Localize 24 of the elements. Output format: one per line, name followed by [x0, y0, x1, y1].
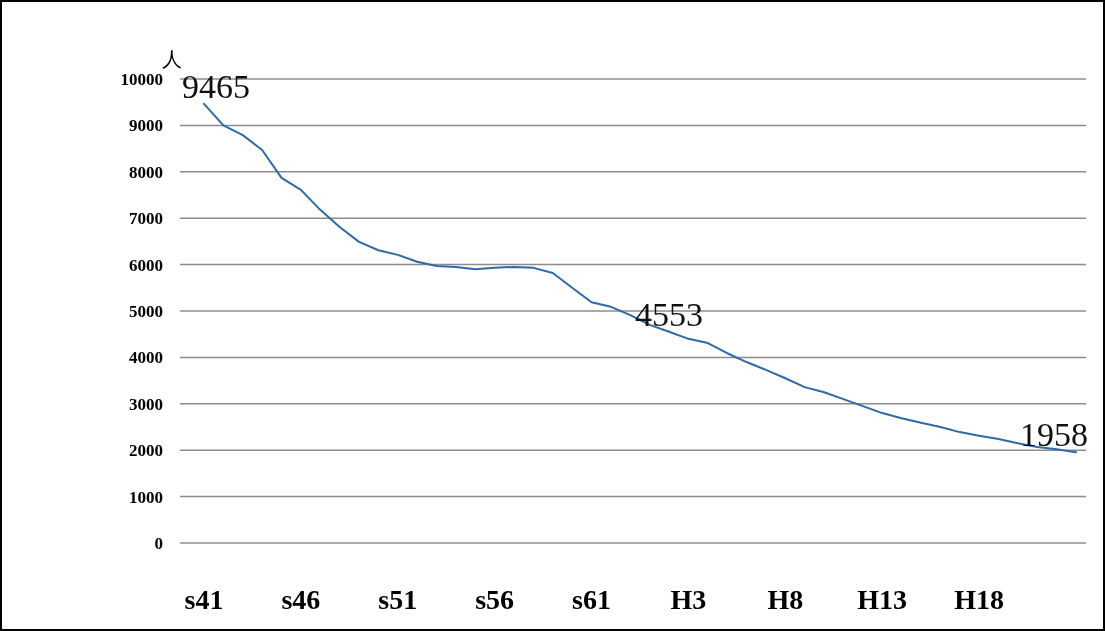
y-tick-label: 9000: [129, 116, 163, 136]
x-tick-label: H13: [857, 584, 908, 615]
data-label: 1958: [1020, 416, 1088, 454]
x-tick-label: s61: [572, 584, 612, 615]
y-tick-label: 1000: [129, 487, 163, 507]
y-tick-label: 8000: [129, 162, 163, 182]
x-tick-label: H3: [670, 584, 707, 615]
x-tick-label: s46: [281, 584, 321, 615]
data-label: 9465: [182, 67, 250, 105]
x-tick-label: s56: [475, 584, 515, 615]
x-tick-label: s41: [184, 584, 224, 615]
y-tick-label: 2000: [129, 441, 163, 461]
x-tick-label: H18: [954, 584, 1004, 615]
y-tick-label: 6000: [129, 255, 163, 275]
x-tick-label: H8: [767, 584, 804, 615]
y-tick-label: 4000: [129, 348, 163, 368]
y-tick-label: 5000: [129, 301, 163, 321]
y-tick-label: 3000: [129, 394, 163, 414]
y-tick-label: 0: [154, 533, 163, 553]
y-tick-label: 7000: [129, 209, 163, 229]
data-label: 4553: [635, 295, 704, 333]
x-tick-label: s51: [378, 584, 418, 615]
y-axis-title: 人: [162, 47, 182, 71]
y-tick-label: 10000: [120, 69, 163, 89]
